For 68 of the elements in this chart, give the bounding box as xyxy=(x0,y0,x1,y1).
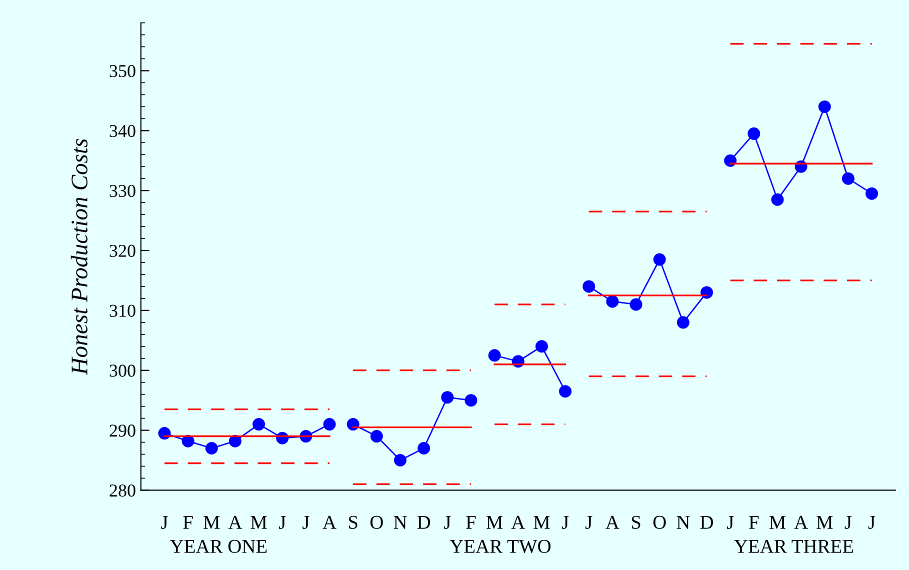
y-tick-label: 330 xyxy=(110,184,136,198)
point xyxy=(653,253,666,266)
x-tick-label: J xyxy=(302,516,310,529)
x-tick-label: M xyxy=(204,516,220,529)
point xyxy=(346,418,360,431)
x-tick-label: A xyxy=(794,516,808,529)
x-tick-label: F xyxy=(466,516,476,529)
text: YEAR TWO xyxy=(450,540,551,554)
point xyxy=(158,427,171,440)
y-tick-label: 320 xyxy=(110,244,136,257)
y-tick-label: 350 xyxy=(110,64,136,78)
point xyxy=(606,295,619,308)
y-tick-label: 280 xyxy=(110,484,136,497)
point xyxy=(630,298,642,311)
point xyxy=(323,418,336,431)
x-tick-label: J xyxy=(585,516,592,529)
x-tick-label: O xyxy=(653,516,666,529)
x-tick-label: M xyxy=(250,516,267,529)
x-tick-label: N xyxy=(676,516,690,529)
point xyxy=(205,442,218,455)
y-tick-label: 290 xyxy=(110,424,136,437)
point xyxy=(866,187,878,200)
text: YEAR ONE xyxy=(170,540,267,553)
x-tick-label: D xyxy=(417,516,430,529)
x-tick-label: S xyxy=(348,516,358,529)
y-axis-title: Honest Production Costs xyxy=(70,138,88,376)
point xyxy=(676,316,690,329)
point xyxy=(535,340,548,353)
text: YEAR THREE xyxy=(734,540,854,553)
x-tick-label: J xyxy=(161,516,168,529)
x-tick-label: D xyxy=(700,516,713,529)
x-tick-label: J xyxy=(726,516,734,529)
y-tick-label: 300 xyxy=(110,364,136,377)
x-tick-label: F xyxy=(183,516,193,529)
x-tick-label: J xyxy=(444,516,451,529)
x-tick-label: N xyxy=(394,516,407,529)
x-tick-label: A xyxy=(228,516,242,529)
x-tick-label: J xyxy=(278,516,286,529)
point xyxy=(464,394,478,407)
x-tick-label: A xyxy=(322,516,336,529)
point xyxy=(582,280,596,293)
x-tick-label: M xyxy=(534,516,550,529)
point xyxy=(818,100,831,113)
x-tick-label: S xyxy=(632,516,640,529)
point xyxy=(252,418,266,431)
y-tick-label: 310 xyxy=(110,304,136,317)
x-tick-label: J xyxy=(844,516,852,529)
x-tick-label: F xyxy=(749,516,759,529)
x-tick-label: J xyxy=(868,516,876,529)
x-tick-label: M xyxy=(486,516,503,529)
point xyxy=(842,172,854,185)
point xyxy=(559,385,572,398)
x-tick-label: M xyxy=(769,516,786,529)
point xyxy=(394,454,406,466)
point xyxy=(418,442,430,455)
point xyxy=(441,391,454,404)
x-tick-label: M xyxy=(816,516,833,529)
point xyxy=(488,349,501,362)
x-tick-label: A xyxy=(606,516,620,529)
x-tick-label: O xyxy=(370,516,383,529)
point xyxy=(182,434,194,448)
y-tick-label: 340 xyxy=(110,124,136,138)
point xyxy=(228,434,242,448)
x-tick-label: J xyxy=(562,516,569,529)
x-tick-label: A xyxy=(511,516,526,529)
point xyxy=(748,127,760,140)
point xyxy=(370,430,383,443)
point xyxy=(771,193,784,206)
